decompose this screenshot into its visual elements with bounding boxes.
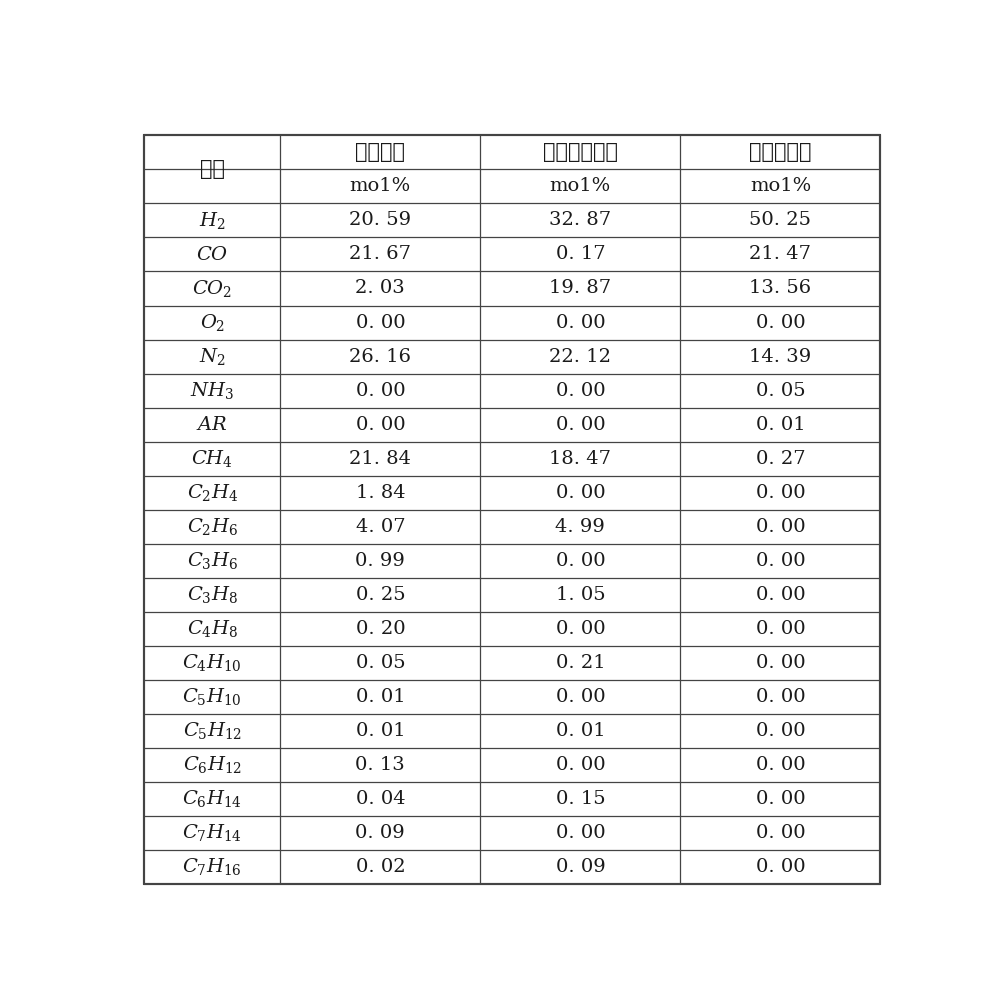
Text: 0. 01: 0. 01: [555, 722, 605, 740]
Text: 0. 09: 0. 09: [356, 824, 406, 842]
Text: 0. 00: 0. 00: [755, 314, 805, 332]
Text: 0. 00: 0. 00: [555, 756, 605, 774]
Text: 非渗透气: 非渗透气: [356, 142, 406, 162]
Text: 1. 05: 1. 05: [555, 586, 605, 604]
Text: 0. 01: 0. 01: [356, 688, 406, 706]
Text: 0. 00: 0. 00: [755, 518, 805, 536]
Text: 0. 00: 0. 00: [356, 416, 406, 434]
Text: 18. 47: 18. 47: [549, 450, 611, 468]
Text: $AR$: $AR$: [197, 415, 228, 434]
Text: 1. 84: 1. 84: [356, 484, 406, 502]
Text: 4. 99: 4. 99: [555, 518, 605, 536]
Text: 0. 00: 0. 00: [555, 824, 605, 842]
Text: mo1%: mo1%: [350, 177, 411, 195]
Text: 0. 15: 0. 15: [555, 790, 605, 808]
Text: $C_7H_{14}$: $C_7H_{14}$: [183, 822, 242, 843]
Text: 0. 00: 0. 00: [555, 552, 605, 570]
Text: 26. 16: 26. 16: [350, 348, 412, 366]
Text: $C_3H_6$: $C_3H_6$: [187, 550, 238, 571]
Text: $C_4H_{10}$: $C_4H_{10}$: [183, 652, 242, 673]
Text: 0. 00: 0. 00: [356, 382, 406, 400]
Text: 0. 00: 0. 00: [755, 654, 805, 672]
Text: 0. 05: 0. 05: [356, 654, 406, 672]
Text: 0. 00: 0. 00: [356, 314, 406, 332]
Text: 0. 99: 0. 99: [356, 552, 406, 570]
Text: 0. 00: 0. 00: [755, 586, 805, 604]
Text: 0. 00: 0. 00: [755, 756, 805, 774]
Text: 0. 00: 0. 00: [755, 688, 805, 706]
Text: $O_2$: $O_2$: [200, 312, 225, 333]
Text: 21. 47: 21. 47: [749, 245, 811, 263]
Text: 0. 00: 0. 00: [755, 790, 805, 808]
Text: $CO_2$: $CO_2$: [192, 278, 233, 299]
Text: 22. 12: 22. 12: [549, 348, 611, 366]
Text: 0. 00: 0. 00: [555, 382, 605, 400]
Text: 21. 84: 21. 84: [350, 450, 412, 468]
Text: 0. 13: 0. 13: [356, 756, 406, 774]
Text: $CH_4$: $CH_4$: [191, 448, 233, 469]
Text: 20. 59: 20. 59: [350, 211, 412, 229]
Text: 0. 20: 0. 20: [356, 620, 406, 638]
Text: $C_7H_{16}$: $C_7H_{16}$: [183, 856, 242, 877]
Text: 19. 87: 19. 87: [549, 279, 611, 297]
Text: 50. 25: 50. 25: [749, 211, 811, 229]
Text: mo1%: mo1%: [549, 177, 611, 195]
Text: 0. 00: 0. 00: [555, 314, 605, 332]
Text: 0. 00: 0. 00: [555, 484, 605, 502]
Text: 0. 00: 0. 00: [755, 722, 805, 740]
Text: 名称: 名称: [200, 159, 225, 179]
Text: 2. 03: 2. 03: [356, 279, 406, 297]
Text: 21. 67: 21. 67: [350, 245, 412, 263]
Text: $C_6H_{14}$: $C_6H_{14}$: [183, 788, 242, 809]
Text: 0. 25: 0. 25: [356, 586, 406, 604]
Text: 14. 39: 14. 39: [749, 348, 811, 366]
Text: $N_2$: $N_2$: [199, 346, 226, 367]
Text: 0. 00: 0. 00: [755, 484, 805, 502]
Text: $C_6H_{12}$: $C_6H_{12}$: [183, 754, 242, 775]
Text: 0. 01: 0. 01: [356, 722, 406, 740]
Text: 0. 17: 0. 17: [555, 245, 605, 263]
Text: $C_3H_8$: $C_3H_8$: [187, 584, 238, 605]
Text: 0. 02: 0. 02: [356, 858, 406, 876]
Text: 0. 00: 0. 00: [555, 620, 605, 638]
Text: $CO$: $CO$: [196, 245, 229, 264]
Text: 0. 00: 0. 00: [555, 416, 605, 434]
Text: $NH_3$: $NH_3$: [190, 380, 235, 401]
Text: mo1%: mo1%: [750, 177, 811, 195]
Text: 0. 09: 0. 09: [555, 858, 605, 876]
Text: 0. 00: 0. 00: [555, 688, 605, 706]
Text: 0. 05: 0. 05: [755, 382, 805, 400]
Text: 4. 07: 4. 07: [356, 518, 406, 536]
Text: 0. 00: 0. 00: [755, 858, 805, 876]
Text: 预处理原料气: 预处理原料气: [542, 142, 618, 162]
Text: 0. 27: 0. 27: [755, 450, 805, 468]
Text: $C_2H_6$: $C_2H_6$: [187, 516, 238, 537]
Text: 0. 00: 0. 00: [755, 620, 805, 638]
Text: 0. 00: 0. 00: [755, 824, 805, 842]
Text: $C_2H_4$: $C_2H_4$: [187, 482, 238, 503]
Text: 0. 21: 0. 21: [555, 654, 605, 672]
Text: 0. 01: 0. 01: [755, 416, 805, 434]
Text: 转化工艺气: 转化工艺气: [749, 142, 812, 162]
Text: 0. 04: 0. 04: [356, 790, 406, 808]
Text: $C_4H_8$: $C_4H_8$: [187, 618, 238, 639]
Text: $C_5H_{10}$: $C_5H_{10}$: [183, 686, 242, 707]
Text: $C_5H_{12}$: $C_5H_{12}$: [183, 720, 242, 741]
Text: 32. 87: 32. 87: [549, 211, 611, 229]
Text: 13. 56: 13. 56: [749, 279, 811, 297]
Text: $H_2$: $H_2$: [199, 210, 226, 231]
Text: 0. 00: 0. 00: [755, 552, 805, 570]
